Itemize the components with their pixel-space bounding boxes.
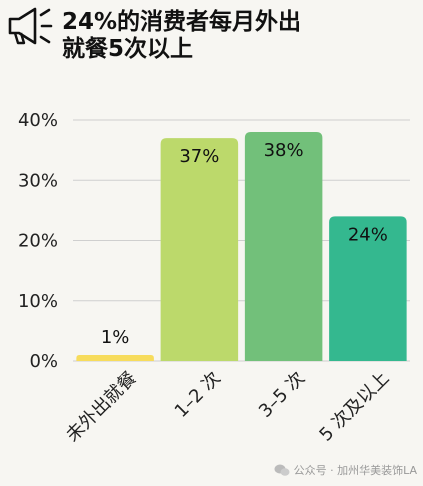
x-tick-label: 5 次及以上: [315, 368, 393, 446]
wechat-icon: [274, 464, 290, 476]
watermark-text: 公众号 · 加州华美装饰LA: [293, 464, 417, 477]
bar: [76, 354, 154, 361]
x-tick-label: 未外出就餐: [62, 368, 140, 446]
data-label: 1%: [101, 327, 130, 348]
y-tick-label: 20%: [18, 231, 58, 252]
y-tick-label: 30%: [18, 170, 58, 191]
y-tick-label: 0%: [29, 351, 58, 372]
x-tick-label: 3–5 次: [255, 368, 309, 422]
bar: [244, 132, 323, 361]
data-label: 38%: [264, 140, 304, 161]
chart-title: 24%的消费者每月外出 就餐5次以上: [62, 9, 302, 62]
data-label: 24%: [348, 224, 388, 245]
watermark: 公众号 · 加州华美装饰LA: [274, 462, 417, 478]
y-tick-label: 40%: [18, 110, 58, 131]
megaphone-icon: [8, 7, 53, 45]
bar: [160, 138, 239, 361]
x-tick-label: 1–2 次: [171, 368, 225, 422]
y-tick-label: 10%: [18, 291, 58, 312]
bar: [329, 216, 407, 361]
data-label: 37%: [179, 146, 219, 167]
